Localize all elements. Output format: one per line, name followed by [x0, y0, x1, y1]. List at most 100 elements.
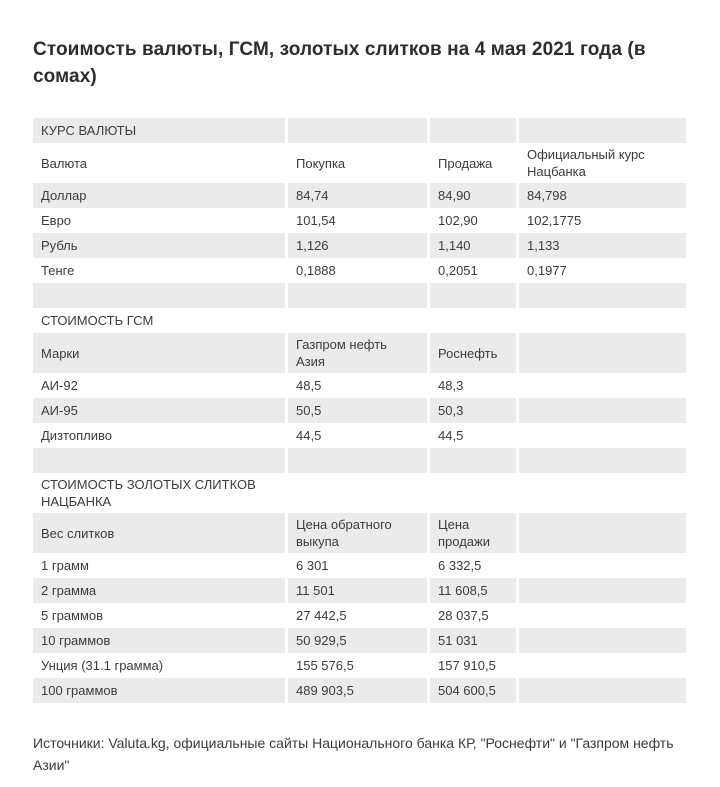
table-cell: 84,90: [430, 183, 516, 208]
sources-note: Источники: Valuta.kg, официальные сайты …: [33, 735, 674, 773]
column-header: Газпром нефть Азия: [288, 333, 427, 373]
table-row-section: КУРС ВАЛЮТЫ: [33, 118, 687, 143]
table-cell: АИ-92: [41, 378, 78, 393]
table-cell: 6 301: [296, 558, 329, 573]
table-row-header: Валюта Покупка Продажа Официальный курс Нац…: [33, 143, 687, 183]
table-row-data: Евро 101,54 102,90 102,1775: [33, 208, 687, 233]
table-cell: 51 031: [430, 628, 516, 653]
table-cell: Унция (31.1 грамма): [41, 658, 164, 673]
table-cell: [519, 398, 686, 423]
table-cell: [430, 283, 516, 308]
table-cell: 6 332,5: [438, 558, 482, 573]
table-cell: 102,90: [438, 213, 478, 228]
table-cell: 50,3: [430, 398, 516, 423]
table-cell: 0,1888: [296, 263, 336, 278]
table-cell: [519, 628, 686, 653]
table-cell: 1,140: [430, 233, 516, 258]
table-cell: 157 910,5: [438, 658, 496, 673]
table-row-spacer: [33, 448, 687, 473]
section-title: СТОИМОСТЬ ГСМ: [41, 313, 154, 328]
table-cell: [519, 308, 686, 333]
table-cell: [33, 448, 285, 473]
table-cell: 10 граммов: [33, 628, 285, 653]
table-cell: АИ-95: [33, 398, 285, 423]
table-cell: Рубль: [33, 233, 285, 258]
table-cell: [430, 118, 516, 143]
table-cell: 489 903,5: [288, 678, 427, 703]
table-cell: [288, 308, 427, 333]
table-cell: 48,3: [438, 378, 464, 393]
table-cell: 50,5: [288, 398, 427, 423]
page-title: Стоимость валюты, ГСМ, золотых слитков н…: [33, 39, 646, 87]
table-row-data: АИ-95 50,5 50,3: [33, 398, 687, 423]
column-header: [519, 513, 686, 553]
price-table: КУРС ВАЛЮТЫ Валюта Покупка Продажа Официальн…: [33, 118, 687, 703]
column-header: Марки: [33, 333, 285, 373]
column-header: Валюта: [41, 155, 87, 171]
table-row-header: Марки Газпром нефть Азия Роснефть: [33, 333, 687, 373]
table-cell: 0,1977: [527, 263, 567, 278]
column-header: Вес слитков: [33, 513, 285, 553]
table-cell: 11 501: [288, 578, 427, 603]
column-header: Покупка: [296, 155, 346, 171]
table-cell: 1,126: [288, 233, 427, 258]
table-row-data: Унция (31.1 грамма) 155 576,5 157 910,5: [33, 653, 687, 678]
table-cell: [519, 373, 686, 398]
table-cell: 27 442,5: [296, 608, 347, 623]
table-row-data: 100 граммов 489 903,5 504 600,5: [33, 678, 687, 703]
column-header: Роснефть: [430, 333, 516, 373]
table-cell: 84,74: [288, 183, 427, 208]
table-cell: [519, 553, 686, 578]
table-row-data: Доллар 84,74 84,90 84,798: [33, 183, 687, 208]
table-cell: 504 600,5: [430, 678, 516, 703]
table-cell: [519, 678, 686, 703]
table-cell: [519, 423, 686, 448]
table-cell: [288, 118, 427, 143]
table-row-data: Рубль 1,126 1,140 1,133: [33, 233, 687, 258]
section-title: СТОИМОСТЬ ЗОЛОТЫХ СЛИТКОВ НАЦБАНКА: [41, 477, 256, 509]
column-header: [519, 333, 686, 373]
table-cell: 2 грамма: [33, 578, 285, 603]
table-cell: [288, 473, 427, 513]
table-row-data: 1 грамм 6 301 6 332,5: [33, 553, 687, 578]
table-cell: [519, 448, 686, 473]
table-cell: 48,5: [296, 378, 322, 393]
column-header: Официальный курс Нацбанка: [527, 147, 645, 179]
table-row-data: Дизтопливо 44,5 44,5: [33, 423, 687, 448]
table-cell: [430, 448, 516, 473]
table-row-data: 2 грамма 11 501 11 608,5: [33, 578, 687, 603]
table-cell: [519, 473, 686, 513]
table-cell: [288, 283, 427, 308]
table-cell: [33, 283, 285, 308]
column-header: Цена продажи: [430, 513, 516, 553]
table-cell: Евро: [41, 213, 72, 228]
table-row-header: Вес слитков Цена обратного выкупа Цена про…: [33, 513, 687, 553]
table-cell: 11 608,5: [430, 578, 516, 603]
section-title: КУРС ВАЛЮТЫ: [33, 118, 285, 143]
table-cell: 5 граммов: [41, 608, 104, 623]
table-row-data: 10 граммов 50 929,5 51 031: [33, 628, 687, 653]
table-cell: 102,1775: [527, 213, 582, 228]
column-header: Продажа: [438, 155, 493, 171]
table-row-data: АИ-92 48,5 48,3: [33, 373, 687, 398]
table-row-section: СТОИМОСТЬ ГСМ: [33, 308, 687, 333]
table-cell: 100 граммов: [33, 678, 285, 703]
table-cell: 50 929,5: [288, 628, 427, 653]
table-cell: [519, 578, 686, 603]
table-cell: [519, 603, 686, 628]
table-cell: [519, 118, 686, 143]
table-cell: [288, 448, 427, 473]
table-row-data: Тенге 0,1888 0,2051 0,1977: [33, 258, 687, 283]
table-cell: 84,798: [519, 183, 686, 208]
table-cell: [430, 473, 516, 513]
table-cell: 28 037,5: [438, 608, 489, 623]
table-cell: Дизтопливо: [41, 428, 112, 443]
table-cell: 44,5: [296, 428, 322, 443]
table-cell: [519, 653, 686, 678]
table-cell: Тенге: [41, 263, 75, 278]
table-row-section: СТОИМОСТЬ ЗОЛОТЫХ СЛИТКОВ НАЦБАНКА: [33, 473, 687, 513]
table-cell: Доллар: [33, 183, 285, 208]
table-row-data: 5 граммов 27 442,5 28 037,5: [33, 603, 687, 628]
table-cell: 0,2051: [438, 263, 478, 278]
